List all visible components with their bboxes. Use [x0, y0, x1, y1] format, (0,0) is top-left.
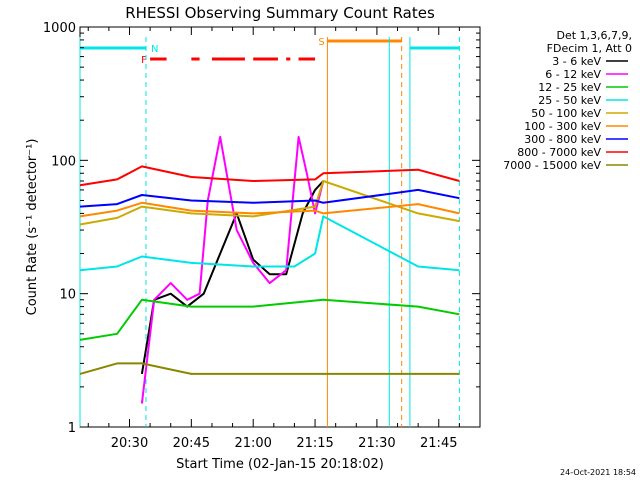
y-tick-label-0: 1	[68, 421, 76, 436]
x-tick-label-3: 21:15	[296, 436, 333, 451]
flags-layer: NF S	[80, 37, 460, 66]
legend-label-6: 300 - 800 keV	[524, 133, 601, 146]
series-line-2	[79, 298, 460, 341]
y-tick-label-2: 100	[51, 154, 76, 169]
x-tick-label-4: 21:30	[358, 436, 395, 451]
x-tick-label-2: 21:00	[234, 436, 271, 451]
series-line-3	[79, 215, 460, 272]
x-tick-label-0: 20:30	[111, 436, 148, 451]
series-line-7	[79, 165, 460, 187]
plot-frame	[79, 26, 481, 428]
y-axis-label: Count Rate (s⁻¹ detector⁻¹)	[25, 139, 40, 316]
legend-label-1: 6 - 12 keV	[545, 68, 601, 81]
x-tick-label-5: 21:45	[420, 436, 457, 451]
series-line-1	[140, 135, 325, 404]
legend: Det 1,3,6,7,9,FDecim 1, Att 03 - 6 keV6 …	[503, 29, 632, 172]
y-tick-label-3: 1000	[43, 21, 76, 36]
y-tick-label-1: 10	[59, 288, 76, 303]
chart-title: RHESSI Observing Summary Count Rates	[125, 4, 435, 22]
flag-S-label: S	[318, 37, 324, 48]
flag-N-label: N	[151, 44, 158, 55]
footer-date: 24-Oct-2021 18:54	[560, 468, 636, 477]
series-line-6	[79, 188, 460, 208]
legend-header-1: FDecim 1, Att 0	[547, 42, 632, 55]
x-ticks-layer: 20:30 20:45 21:00 21:15 21:30 21:45	[87, 27, 481, 451]
legend-label-2: 12 - 25 keV	[538, 81, 601, 94]
flag-F-label: F	[141, 55, 147, 66]
series-line-4	[79, 180, 460, 226]
series-layer	[79, 135, 460, 404]
series-line-5	[79, 201, 460, 218]
legend-label-3: 25 - 50 keV	[538, 94, 601, 107]
vlines-layer	[79, 37, 460, 427]
legend-label-7: 800 - 7000 keV	[517, 146, 601, 159]
x-tick-label-1: 20:45	[173, 436, 210, 451]
legend-header-0: Det 1,3,6,7,9,	[556, 29, 632, 42]
y-ticks-layer: 1 10 100 1000	[43, 21, 480, 436]
legend-label-5: 100 - 300 keV	[524, 120, 601, 133]
legend-label-8: 7000 - 15000 keV	[503, 159, 601, 172]
x-axis-label: Start Time (02-Jan-15 20:18:02)	[176, 457, 384, 472]
series-line-8	[79, 362, 460, 375]
legend-label-0: 3 - 6 keV	[552, 55, 601, 68]
legend-label-4: 50 - 100 keV	[531, 107, 601, 120]
